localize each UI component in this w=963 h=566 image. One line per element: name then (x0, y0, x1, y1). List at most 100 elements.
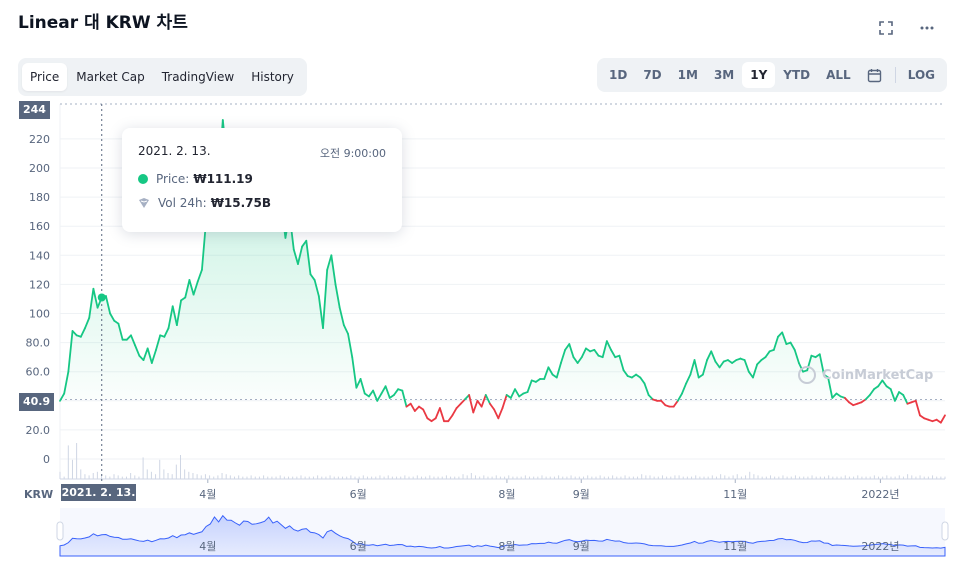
price-area (60, 120, 945, 400)
price-line-segment (79, 327, 86, 338)
tab-price[interactable]: Price (22, 63, 68, 91)
range-ytd[interactable]: YTD (783, 68, 811, 82)
volume-bar (221, 473, 223, 479)
volume-bar (267, 476, 269, 479)
range-all[interactable]: ALL (826, 68, 851, 82)
volume-bar (583, 476, 585, 479)
volume-bar (637, 476, 639, 479)
price-line-segment (718, 360, 725, 369)
volume-bar (645, 475, 647, 479)
volume-bar (732, 475, 734, 479)
price-line-segment (330, 254, 337, 286)
fullscreen-icon[interactable] (876, 18, 896, 38)
volume-bar (516, 476, 518, 479)
price-line-segment (175, 299, 182, 327)
volume-bar (425, 476, 427, 479)
volume-bar (828, 475, 830, 479)
volume-bar (641, 474, 643, 479)
price-line-segment (347, 332, 354, 359)
x-tick-label: 11월 (723, 488, 747, 501)
price-line-segment (622, 369, 629, 377)
volume-bar (537, 476, 539, 479)
volume-bar (84, 474, 86, 479)
volume-bar (271, 476, 273, 479)
range-1m[interactable]: 1M (677, 68, 698, 82)
price-line-segment (864, 394, 871, 401)
price-line-segment (472, 399, 479, 414)
volume-icon (139, 198, 149, 208)
price-line-segment (894, 391, 900, 402)
volume-bar (234, 476, 236, 479)
price-line-segment (305, 239, 312, 276)
volume-bar (815, 476, 817, 479)
price-line-segment (685, 373, 692, 385)
volume-bar (574, 476, 576, 479)
volume-bar (911, 475, 913, 479)
volume-bar (774, 476, 776, 479)
price-line-segment (355, 378, 362, 389)
volume-bar (470, 473, 472, 479)
range-1d[interactable]: 1D (609, 68, 628, 82)
tab-market-cap[interactable]: Market Cap (76, 70, 145, 84)
price-line-segment (568, 343, 575, 359)
tooltip-price-label: Price: (156, 172, 190, 186)
y-tick-label: 180 (29, 191, 50, 204)
volume-bar (150, 471, 152, 479)
volume-bar (283, 476, 285, 479)
y-tick-label: 60.0 (26, 366, 51, 379)
volume-bar (670, 476, 672, 479)
volume-bar (853, 476, 855, 479)
volume-bar (92, 473, 94, 479)
range-1y[interactable]: 1Y (742, 62, 776, 88)
log-toggle[interactable]: LOG (907, 68, 935, 82)
navigator-handle-right[interactable] (941, 521, 949, 541)
volume-bar (113, 474, 115, 479)
price-line-segment (322, 268, 329, 329)
volume-bar (416, 475, 418, 479)
tab-history[interactable]: History (251, 70, 294, 84)
volume-bar (628, 476, 630, 479)
range-3m[interactable]: 3M (713, 68, 735, 82)
volume-bar (869, 476, 871, 479)
price-line-segment (877, 379, 884, 388)
volume-bar (138, 476, 140, 479)
volume-bar (495, 475, 497, 479)
price-line-segment (92, 287, 99, 309)
price-line-segment (468, 394, 475, 414)
navigator-handle-left[interactable] (56, 521, 64, 541)
volume-bar (458, 476, 460, 479)
price-line-segment (564, 343, 571, 351)
volume-bar (130, 473, 132, 479)
volume-bar (354, 476, 356, 479)
volume-bar (807, 476, 809, 479)
volume-bar (848, 476, 850, 479)
price-line-segment (693, 359, 700, 379)
volume-bar (865, 476, 867, 479)
volume-bar (803, 476, 805, 479)
volume-bar (317, 475, 319, 479)
volume-bar (607, 476, 609, 479)
calendar-icon[interactable] (859, 67, 891, 83)
price-line-segment (393, 388, 400, 396)
price-line-segment (376, 392, 383, 402)
volume-bar (88, 475, 90, 479)
tab-tradingview[interactable]: TradingView (161, 70, 235, 84)
time-range-selector: 1D 7D 1M 3M 1Y YTD ALL LOG (597, 58, 947, 92)
volume-bar (844, 475, 846, 479)
price-line-segment (555, 362, 562, 379)
volume-bar (682, 476, 684, 479)
volume-bar (566, 476, 568, 479)
crosshair-date-label: 2021. 2. 13. (61, 484, 136, 501)
volume-bar (707, 476, 709, 479)
more-icon[interactable] (917, 18, 937, 38)
price-line-segment (889, 388, 896, 402)
volume-bar (441, 476, 443, 479)
price-line-segment (150, 348, 157, 364)
price-line-segment (639, 376, 646, 385)
volume-bar (121, 476, 123, 479)
volume-bar (499, 476, 501, 479)
range-7d[interactable]: 7D (643, 68, 662, 82)
price-line-segment (526, 379, 533, 393)
price-line-segment (117, 322, 124, 341)
